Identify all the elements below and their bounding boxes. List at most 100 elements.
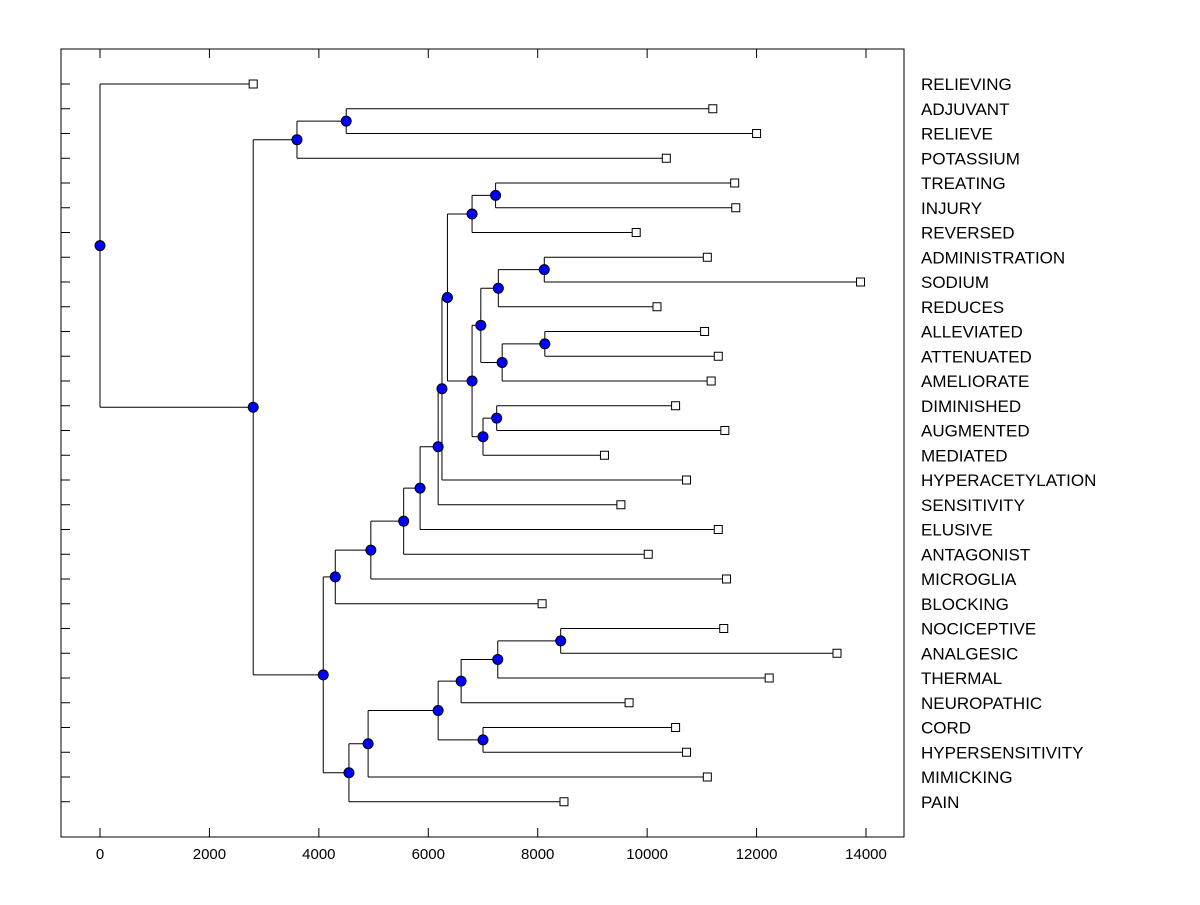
leaf-label: INJURY: [921, 199, 982, 218]
internal-node: [329, 571, 341, 583]
x-tick-label: 12000: [736, 846, 778, 863]
leaf-marker: [671, 401, 681, 411]
leaf-label: SODIUM: [921, 273, 989, 292]
x-tick-label: 10000: [626, 846, 668, 863]
leaf-label: REVERSED: [921, 224, 1015, 243]
leaf-markers: [248, 79, 866, 807]
internal-node: [291, 134, 303, 146]
leaf-marker: [856, 277, 866, 287]
leaf-marker: [721, 574, 731, 584]
internal-node: [466, 375, 478, 387]
leaf-marker: [706, 376, 716, 386]
leaf-label: REDUCES: [921, 298, 1004, 317]
leaf-label: ALLEVIATED: [921, 323, 1023, 342]
leaf-marker: [559, 797, 569, 807]
internal-node: [247, 401, 259, 413]
plot-frame: [60, 48, 905, 838]
leaf-marker: [671, 723, 681, 732]
leaf-marker: [661, 153, 671, 163]
leaf-label: MIMICKING: [921, 768, 1013, 787]
leaf-marker: [702, 772, 712, 782]
leaf-marker: [752, 129, 762, 138]
leaf-label: DIMINISHED: [921, 397, 1021, 416]
leaf-label: ADJUVANT: [921, 100, 1009, 119]
internal-node: [490, 189, 502, 201]
internal-node: [492, 282, 504, 294]
leaf-label: AUGMENTED: [921, 422, 1030, 441]
leaf-label: NEUROPATHIC: [921, 694, 1042, 713]
x-tick-label: 8000: [521, 846, 554, 863]
leaf-marker: [832, 648, 842, 658]
leaf-marker: [700, 327, 710, 336]
internal-node: [340, 115, 352, 127]
internal-node: [455, 675, 467, 687]
leaf-label: MICROGLIA: [921, 570, 1017, 589]
leaf-label: THERMAL: [921, 669, 1002, 688]
leaf-marker: [731, 203, 741, 213]
leaf-label: PAIN: [921, 793, 959, 812]
leaf-label: SENSITIVITY: [921, 496, 1025, 515]
internal-node: [343, 767, 355, 779]
internal-node: [317, 669, 329, 681]
internal-node: [466, 208, 478, 220]
internal-node: [477, 734, 489, 746]
leaf-label: BLOCKING: [921, 595, 1009, 614]
leaf-marker: [713, 525, 723, 534]
leaf-marker: [764, 673, 774, 683]
leaf-marker: [713, 351, 723, 361]
leaf-marker: [652, 302, 662, 312]
internal-node: [398, 515, 410, 527]
leaf-label: POTASSIUM: [921, 149, 1020, 168]
leaf-label: CORD: [921, 719, 971, 738]
leaf-marker: [708, 104, 718, 114]
x-tick-label: 14000: [845, 846, 887, 863]
internal-node: [538, 264, 550, 276]
leaf-marker: [682, 475, 692, 485]
leaf-label: HYPERSENSITIVITY: [921, 743, 1083, 762]
internal-node: [496, 356, 508, 368]
internal-node: [491, 412, 503, 424]
leaf-label: NOCICEPTIVE: [921, 620, 1036, 639]
x-tick-label: 0: [96, 846, 104, 863]
leaf-marker: [702, 252, 712, 262]
leaf-label: HYPERACETYLATION: [921, 471, 1096, 490]
internal-node: [94, 240, 106, 252]
leaf-marker: [616, 500, 626, 510]
leaf-marker: [248, 79, 258, 89]
x-tick-label: 6000: [412, 846, 445, 863]
internal-node: [441, 291, 453, 303]
leaf-marker: [624, 698, 634, 708]
internal-node: [432, 704, 444, 716]
x-tick-label: 2000: [193, 846, 226, 863]
leaf-label: MEDIATED: [921, 446, 1008, 465]
leaf-label: ADMINISTRATION: [921, 248, 1065, 267]
leaf-label: RELIEVING: [921, 75, 1012, 94]
internal-nodes: [94, 115, 567, 779]
y-axis-ticks: [61, 83, 70, 803]
internal-node: [362, 738, 374, 750]
leaf-label: ELUSIVE: [921, 521, 993, 540]
internal-node: [365, 544, 377, 556]
leaf-label: ANALGESIC: [921, 644, 1018, 663]
leaf-label: RELIEVE: [921, 125, 993, 144]
internal-node: [475, 319, 487, 331]
leaf-marker: [720, 426, 730, 435]
leaf-marker: [730, 178, 740, 188]
leaf-marker: [643, 549, 653, 559]
leaf-marker: [537, 599, 547, 609]
internal-node: [492, 653, 504, 665]
leaf-label: ANTAGONIST: [921, 545, 1030, 564]
leaf-label: ATTENUATED: [921, 347, 1032, 366]
leaf-labels: RELIEVING ADJUVANT RELIEVE POTASSIUM TREATIN…: [921, 75, 1096, 812]
leaf-label: AMELIORATE: [921, 372, 1029, 391]
leaf-marker: [631, 228, 641, 237]
dendrogram-links: [99, 83, 861, 803]
internal-node: [432, 441, 444, 453]
x-axis-ticks: 0 2000 4000 6000 8000 10000 12000 14000: [96, 49, 887, 863]
internal-node: [436, 383, 448, 395]
leaf-marker: [719, 624, 729, 633]
leaf-marker: [599, 450, 609, 460]
internal-node: [477, 431, 489, 443]
x-tick-label: 4000: [302, 846, 335, 863]
